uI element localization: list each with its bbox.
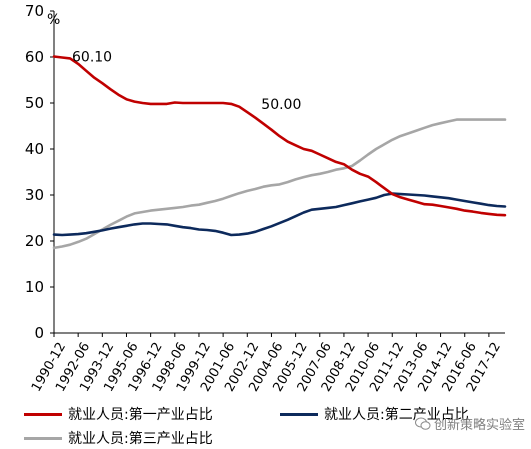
wechat-icon [414,417,431,430]
y-tick-label: 0 [34,324,44,342]
annotations: 60.10 50.00 [72,50,301,114]
y-tick-label: 40 [25,140,44,158]
watermark: 创新策略实验室 [414,414,525,433]
y-tick-label: 70 [25,2,44,20]
y-tick-label: 60 [25,48,44,66]
y-axis: 0 10 20 30 40 50 60 70 [25,2,55,342]
legend-swatch-series-3 [24,436,62,440]
legend-label-series-3: 就业人员:第三产业占比 [68,431,213,447]
series-line-1 [52,55,507,217]
legend-item-series-2: 就业人员:第二产业占比 [280,404,469,424]
data-label: 50.00 [261,97,301,113]
y-unit-label: % [47,12,60,28]
y-tick-label: 20 [25,232,44,250]
series-line-3 [52,118,507,250]
legend-item-series-1: 就业人员:第一产业占比 [24,404,213,424]
y-tick-label: 30 [25,186,44,204]
legend-swatch-series-2 [280,412,318,416]
legend-label-series-1: 就业人员:第一产业占比 [68,407,213,423]
y-tick-label: 10 [25,278,44,296]
x-axis: 1990-121992-061993-121995-061996-121998-… [29,332,505,394]
data-label: 60.10 [72,50,112,66]
legend-item-series-3: 就业人员:第三产业占比 [24,428,213,448]
series-line-2 [52,192,507,237]
watermark-text: 创新策略实验室 [433,418,525,433]
legend-label-series-2: 就业人员:第二产业占比 [324,407,469,423]
legend-swatch-series-1 [24,412,62,416]
series-lines [52,55,507,250]
y-tick-label: 50 [25,94,44,112]
